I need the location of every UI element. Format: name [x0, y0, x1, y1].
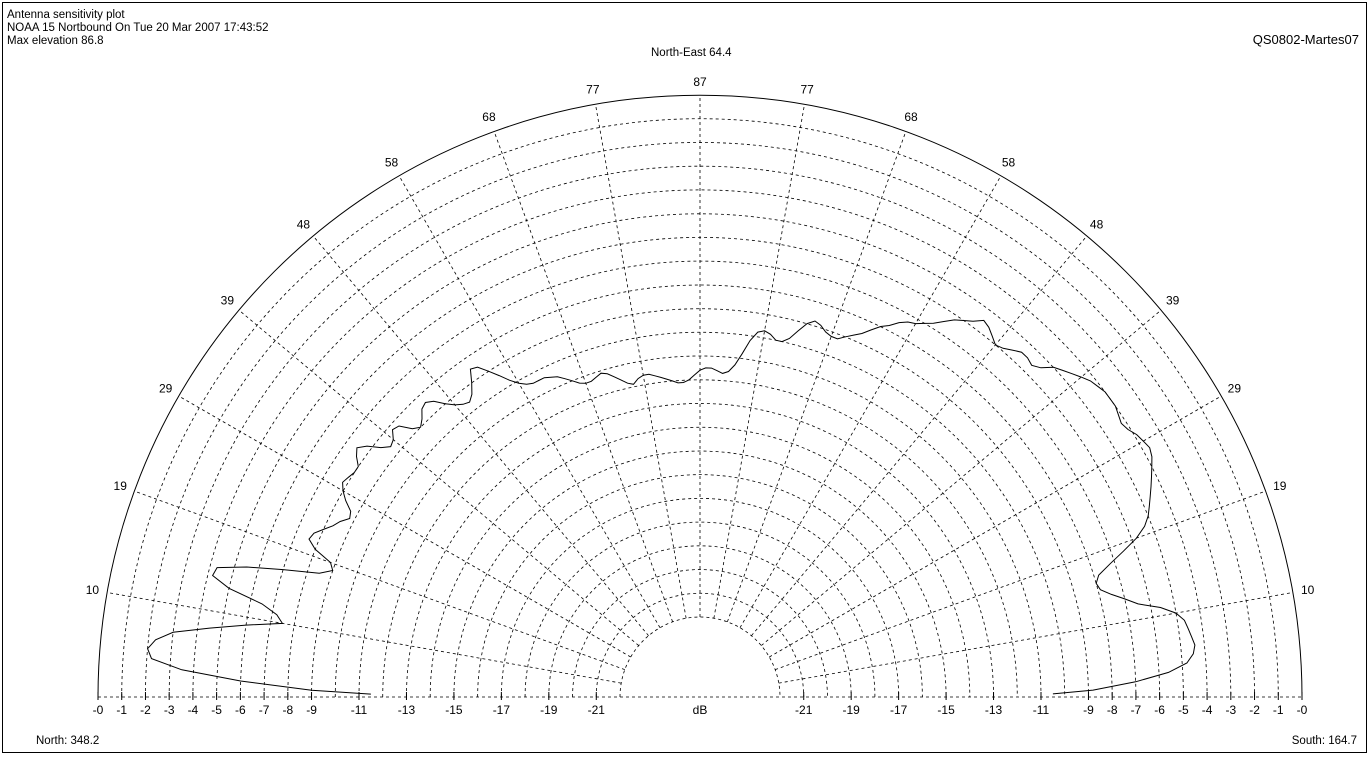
- pass-info: NOAA 15 Nortbound On Tue 20 Mar 2007 17:…: [7, 22, 269, 34]
- radial-tick-label: -7: [1131, 703, 1142, 717]
- grid-spoke: [769, 395, 1222, 658]
- angular-tick-label: 77: [586, 82, 600, 96]
- radial-tick-label: -17: [890, 703, 908, 717]
- grid-spoke: [726, 131, 907, 622]
- grid-spoke: [398, 175, 661, 628]
- grid-circle: [239, 237, 1161, 698]
- radial-tick-label: -0: [1297, 703, 1308, 717]
- radial-tick-label: -7: [259, 703, 270, 717]
- grid-spoke: [107, 592, 622, 684]
- angular-tick-label: 58: [1002, 156, 1016, 170]
- grid-spoke: [134, 490, 625, 671]
- station-id: QS0802-Martes07: [1252, 32, 1359, 47]
- radial-tick-label: -3: [164, 703, 175, 717]
- grid-spoke: [778, 592, 1293, 684]
- angular-tick-label: 29: [1228, 382, 1242, 396]
- grid-spoke: [751, 235, 1088, 636]
- radial-tick-label: -21: [588, 703, 606, 717]
- max-elevation: Max elevation 86.8: [7, 35, 104, 47]
- angular-tick-label: 39: [221, 293, 235, 307]
- radial-tick-label: -11: [1033, 703, 1050, 717]
- angular-tick-label: 48: [297, 217, 311, 231]
- grid-circle: [429, 426, 971, 698]
- angular-tick-label: 29: [159, 382, 173, 396]
- grid-circle: [287, 285, 1113, 698]
- radial-tick-label: -21: [795, 703, 813, 717]
- angular-tick-label: 58: [385, 156, 399, 170]
- angular-tick-label: 68: [482, 110, 496, 124]
- radial-tick-label: -11: [351, 703, 368, 717]
- radial-tick-label: -13: [985, 703, 1003, 717]
- grid-spoke: [713, 104, 805, 619]
- south-label: South: 164.7: [1291, 735, 1357, 747]
- grid-circle: [453, 450, 947, 698]
- radial-tick-label: -6: [1154, 703, 1165, 717]
- outer-arc: [97, 94, 1303, 698]
- radial-tick-label: -5: [211, 703, 222, 717]
- radial-tick-label: -2: [140, 703, 151, 717]
- grid-spoke: [595, 104, 687, 619]
- grid-spoke: [761, 309, 1162, 646]
- angular-tick-label: 10: [86, 583, 100, 597]
- radial-tick-label: -19: [843, 703, 861, 717]
- radial-tick-label: -6: [235, 703, 246, 717]
- angular-tick-label: 68: [904, 110, 918, 124]
- radial-tick-label: -15: [937, 703, 955, 717]
- radial-tick-label: -8: [1107, 703, 1118, 717]
- grid-spoke: [493, 131, 674, 622]
- radial-tick-label: -5: [1178, 703, 1189, 717]
- angular-tick-label: 10: [1301, 583, 1315, 597]
- grid-spoke: [238, 309, 639, 646]
- angular-tick-label: 87: [693, 75, 707, 89]
- angular-tick-label: 77: [800, 82, 814, 96]
- grid-circle: [548, 545, 852, 698]
- grid-spoke: [178, 395, 631, 658]
- angular-tick-label: 19: [114, 479, 128, 493]
- grid-spoke: [312, 235, 649, 636]
- grid-circle: [524, 521, 876, 698]
- grid-circle: [406, 403, 994, 698]
- radial-tick-label: -1: [1273, 703, 1284, 717]
- plot-title: Antenna sensitivity plot: [7, 9, 125, 21]
- radial-tick-label: -8: [282, 703, 293, 717]
- radial-tick-label: -13: [398, 703, 416, 717]
- grid-circle: [500, 497, 900, 698]
- north-label: North: 348.2: [36, 735, 100, 747]
- angular-tick-label: 48: [1090, 217, 1104, 231]
- angular-tick-label: 39: [1166, 293, 1180, 307]
- radial-tick-label: -3: [1225, 703, 1236, 717]
- radial-tick-label: -17: [493, 703, 511, 717]
- sensitivity-trace: [147, 319, 1196, 695]
- radial-tick-label: -19: [540, 703, 558, 717]
- radial-tick-label: -4: [1202, 703, 1213, 717]
- grid-circle: [619, 616, 781, 698]
- grid-circle: [477, 474, 923, 698]
- radial-tick-label: -4: [188, 703, 199, 717]
- radial-tick-label: -15: [445, 703, 463, 717]
- radial-tick-label: -2: [1249, 703, 1260, 717]
- angular-tick-label: 19: [1273, 479, 1287, 493]
- radial-tick-label: -1: [116, 703, 127, 717]
- grid-circle: [572, 569, 828, 698]
- radial-tick-label: -0: [93, 703, 104, 717]
- grid-circle: [595, 592, 805, 698]
- radial-tick-label: -9: [306, 703, 317, 717]
- radial-tick-label: -9: [1083, 703, 1094, 717]
- top-direction-label: North-East 64.4: [651, 47, 732, 59]
- grid-spoke: [739, 175, 1002, 628]
- grid-spoke: [775, 490, 1266, 671]
- radial-unit-label: dB: [693, 703, 708, 717]
- grid-circle: [168, 165, 1232, 698]
